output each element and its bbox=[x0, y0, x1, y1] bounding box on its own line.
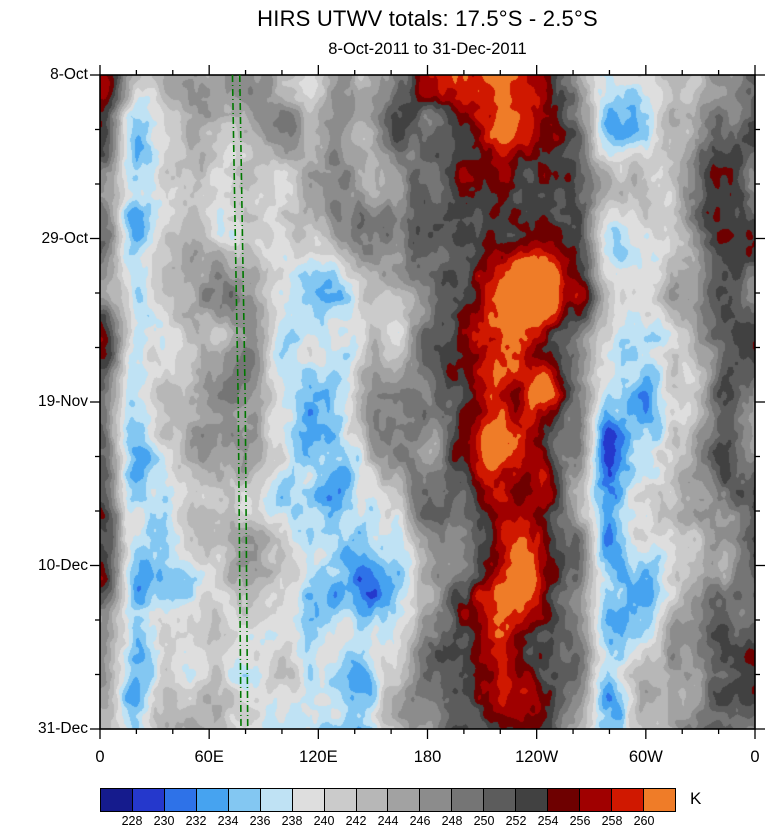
y-tick-label: 19-Nov bbox=[38, 393, 88, 410]
colorbar-tick-label: 250 bbox=[473, 814, 495, 828]
y-tick-label: 31-Dec bbox=[38, 720, 88, 737]
x-tick-label: 0 bbox=[750, 748, 760, 766]
colorbar-cell bbox=[643, 789, 675, 811]
colorbar-tick-label: 252 bbox=[505, 814, 527, 828]
x-tick-label: 60W bbox=[628, 748, 663, 766]
colorbar-cell bbox=[388, 789, 421, 811]
y-tick-label: 29-Oct bbox=[41, 229, 88, 247]
colorbar-tick-label: 260 bbox=[633, 814, 655, 828]
colorbar-cell bbox=[164, 789, 197, 811]
colorbar-cell bbox=[548, 789, 581, 811]
colorbar-tick-label: 246 bbox=[409, 814, 431, 828]
colorbar-tick-label: 248 bbox=[441, 814, 463, 828]
chart-title: HIRS UTWV totals: 17.5°S - 2.5°S bbox=[257, 6, 598, 31]
colorbar-unit-label: K bbox=[690, 789, 702, 808]
colorbar-cell bbox=[420, 789, 453, 811]
colorbar-cell bbox=[260, 789, 293, 811]
colorbar-cell bbox=[101, 789, 133, 811]
colorbar-tick-label: 254 bbox=[537, 814, 559, 828]
x-tick-label: 180 bbox=[413, 748, 442, 766]
chart-subtitle: 8-Oct-2011 to 31-Dec-2011 bbox=[328, 40, 527, 58]
colorbar-tick-label: 238 bbox=[281, 814, 303, 828]
colorbar-tick-label: 258 bbox=[601, 814, 623, 828]
colorbar-cell bbox=[516, 789, 549, 811]
colorbar-tick-label: 230 bbox=[153, 814, 175, 828]
colorbar-tick-label: 234 bbox=[217, 814, 239, 828]
colorbar-tick-label: 240 bbox=[313, 814, 335, 828]
x-tick-label: 120W bbox=[515, 748, 559, 766]
colorbar-cell bbox=[292, 789, 325, 811]
colorbar-tick-label: 232 bbox=[185, 814, 207, 828]
x-tick-label: 120E bbox=[299, 748, 338, 766]
colorbar-cell bbox=[580, 789, 612, 811]
x-tick-label: 60E bbox=[194, 748, 224, 766]
colorbar-tick-label: 242 bbox=[345, 814, 367, 828]
colorbar-cell bbox=[324, 789, 357, 811]
x-tick-label: 0 bbox=[95, 748, 105, 766]
heatmap-canvas bbox=[100, 75, 755, 729]
colorbar-cell bbox=[228, 789, 261, 811]
colorbar-tick-label: 228 bbox=[121, 814, 143, 828]
colorbar-cell bbox=[356, 789, 389, 811]
y-tick-label: 8-Oct bbox=[50, 66, 88, 83]
colorbar-tick-label: 244 bbox=[377, 814, 399, 828]
colorbar-cell bbox=[196, 789, 229, 811]
colorbar-cell bbox=[612, 789, 644, 811]
colorbar-cell bbox=[452, 789, 485, 811]
colorbar-cell bbox=[132, 789, 165, 811]
colorbar bbox=[100, 788, 676, 812]
y-tick-label: 10-Dec bbox=[38, 556, 88, 574]
colorbar-tick-label: 256 bbox=[569, 814, 591, 828]
colorbar-tick-label: 236 bbox=[249, 814, 271, 828]
colorbar-cell bbox=[484, 789, 517, 811]
